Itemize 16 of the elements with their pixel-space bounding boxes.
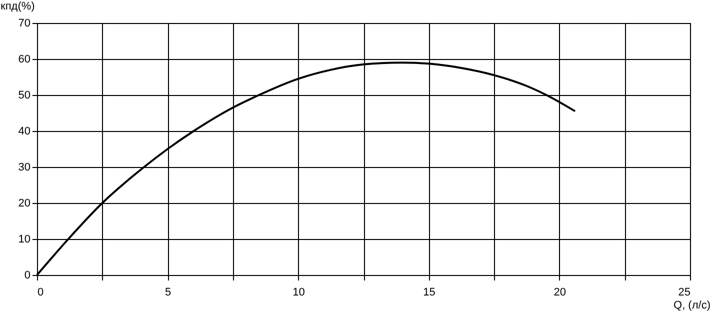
y-tick-label: 0 <box>24 270 30 282</box>
x-axis-title: Q, (л/с) <box>674 300 710 312</box>
y-tick-label: 70 <box>18 18 30 30</box>
y-tick-label: 50 <box>18 90 30 102</box>
x-tick-label: 5 <box>165 286 172 298</box>
y-tick-label: 10 <box>18 234 30 246</box>
x-tick-label: 10 <box>292 286 305 298</box>
x-tick-label: 20 <box>554 286 566 298</box>
y-tick-label: 40 <box>18 126 30 138</box>
y-tick-label: 30 <box>18 162 30 174</box>
x-tick-label: 15 <box>423 286 436 298</box>
x-tick-label: 0 <box>38 286 44 298</box>
y-tick-label: 60 <box>18 54 30 66</box>
y-axis-title: кпд(%) <box>0 0 35 12</box>
x-tick-label: 25 <box>678 286 690 298</box>
y-tick-label: 20 <box>18 198 30 210</box>
